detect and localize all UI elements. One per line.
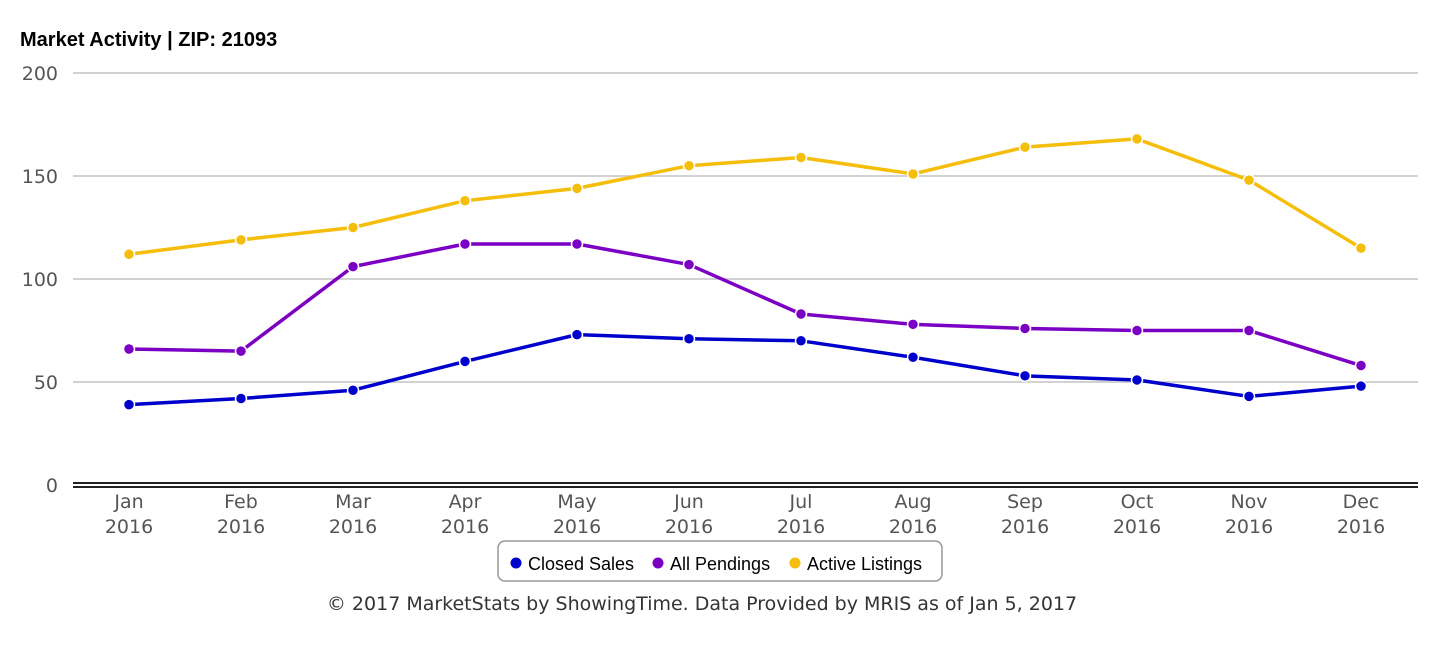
legend-marker-all-pendings: [652, 557, 664, 569]
x-tick-label: Nov: [1230, 491, 1267, 513]
data-point-closed-sales[interactable]: [234, 392, 248, 405]
data-point-active-listings[interactable]: [906, 167, 920, 181]
x-tick-label: 2016: [665, 516, 713, 538]
data-point-all-pendings[interactable]: [122, 342, 136, 356]
x-tick-label: Jul: [789, 491, 813, 513]
data-point-closed-sales[interactable]: [122, 398, 136, 411]
x-tick-label: 2016: [889, 516, 937, 538]
data-point-active-listings[interactable]: [1018, 140, 1032, 154]
footer-credit: © 2017 MarketStats by ShowingTime. Data …: [327, 593, 1077, 615]
series-line-closed-sales: [128, 332, 1362, 407]
x-tick-label: May: [557, 491, 596, 513]
data-point-active-listings[interactable]: [122, 248, 136, 261]
data-point-active-listings[interactable]: [1242, 173, 1256, 187]
y-tick-label: 200: [22, 63, 58, 85]
data-point-all-pendings[interactable]: [570, 237, 584, 251]
series-points: [122, 132, 1368, 411]
data-point-closed-sales[interactable]: [1242, 390, 1256, 403]
x-tick-label: Oct: [1121, 491, 1154, 513]
x-tick-label: Aug: [894, 491, 931, 513]
x-tick-label: 2016: [1337, 516, 1385, 538]
data-point-active-listings[interactable]: [234, 233, 248, 247]
gridlines: [73, 72, 1418, 488]
x-axis-ticks: Jan 2016 Feb 2016 Mar 2016 Apr 2016 May 2016 Jun 20…: [105, 491, 1385, 538]
legend-item-active-listings[interactable]: Active Listings: [789, 554, 923, 574]
x-tick-label: 2016: [777, 516, 825, 538]
x-tick-label: Jun: [673, 491, 704, 513]
x-tick-label: Mar: [335, 491, 371, 513]
data-point-all-pendings[interactable]: [794, 307, 808, 321]
series-line-active-listings: [128, 137, 1362, 257]
x-tick-label: 2016: [441, 516, 489, 538]
data-point-all-pendings[interactable]: [1018, 322, 1032, 335]
data-point-all-pendings[interactable]: [1130, 324, 1144, 337]
data-point-all-pendings[interactable]: [458, 237, 472, 251]
x-tick-label: Dec: [1343, 491, 1380, 513]
y-axis-ticks: 200 150 100 50 0: [22, 63, 58, 497]
data-point-active-listings[interactable]: [458, 194, 472, 207]
legend-label-all-pendings: All Pendings: [670, 554, 770, 574]
data-point-closed-sales[interactable]: [906, 351, 920, 364]
data-point-all-pendings[interactable]: [906, 318, 920, 331]
data-point-closed-sales[interactable]: [458, 355, 472, 368]
y-tick-label: 150: [22, 166, 58, 188]
x-tick-label: Jan: [113, 491, 143, 513]
legend-label-active-listings: Active Listings: [807, 554, 922, 574]
data-point-active-listings[interactable]: [1354, 241, 1368, 255]
x-tick-label: 2016: [329, 516, 377, 538]
data-point-closed-sales[interactable]: [346, 383, 360, 397]
data-point-active-listings[interactable]: [346, 221, 360, 234]
x-tick-label: 2016: [1225, 516, 1273, 538]
y-tick-label: 100: [22, 269, 58, 291]
data-point-all-pendings[interactable]: [346, 260, 360, 273]
legend: Closed Sales All Pendings Active Listing…: [497, 540, 943, 582]
legend-marker-closed-sales: [510, 557, 522, 569]
data-point-all-pendings[interactable]: [1354, 359, 1368, 372]
data-point-closed-sales[interactable]: [1354, 379, 1368, 393]
x-tick-label: Sep: [1007, 491, 1043, 513]
x-tick-label: 2016: [553, 516, 601, 538]
legend-item-all-pendings[interactable]: All Pendings: [652, 554, 771, 574]
y-tick-label: 50: [34, 372, 58, 394]
chart-title: Market Activity | ZIP: 21093: [20, 29, 277, 51]
data-point-active-listings[interactable]: [794, 151, 808, 164]
data-point-active-listings[interactable]: [1130, 132, 1144, 146]
x-tick-label: 2016: [105, 516, 153, 538]
data-point-active-listings[interactable]: [570, 182, 584, 195]
x-tick-label: 2016: [217, 516, 265, 538]
series-lines: [128, 137, 1362, 407]
data-point-all-pendings[interactable]: [1242, 324, 1256, 337]
series-line-all-pendings: [128, 242, 1362, 368]
data-point-all-pendings[interactable]: [682, 258, 696, 271]
data-point-closed-sales[interactable]: [1018, 369, 1032, 383]
legend-item-closed-sales[interactable]: Closed Sales: [510, 554, 635, 574]
x-tick-label: 2016: [1113, 516, 1161, 538]
legend-marker-active-listings: [789, 557, 801, 569]
data-point-all-pendings[interactable]: [234, 344, 248, 358]
data-point-closed-sales[interactable]: [682, 332, 696, 345]
data-point-active-listings[interactable]: [682, 159, 696, 172]
legend-label-closed-sales: Closed Sales: [528, 554, 634, 574]
data-point-closed-sales[interactable]: [1130, 373, 1144, 387]
x-tick-label: 2016: [1001, 516, 1049, 538]
legend-box: [497, 540, 943, 582]
y-tick-label: 0: [46, 475, 58, 497]
x-tick-label: Feb: [224, 491, 258, 513]
data-point-closed-sales[interactable]: [794, 334, 808, 348]
x-tick-label: Apr: [449, 491, 482, 513]
data-point-closed-sales[interactable]: [570, 328, 584, 341]
